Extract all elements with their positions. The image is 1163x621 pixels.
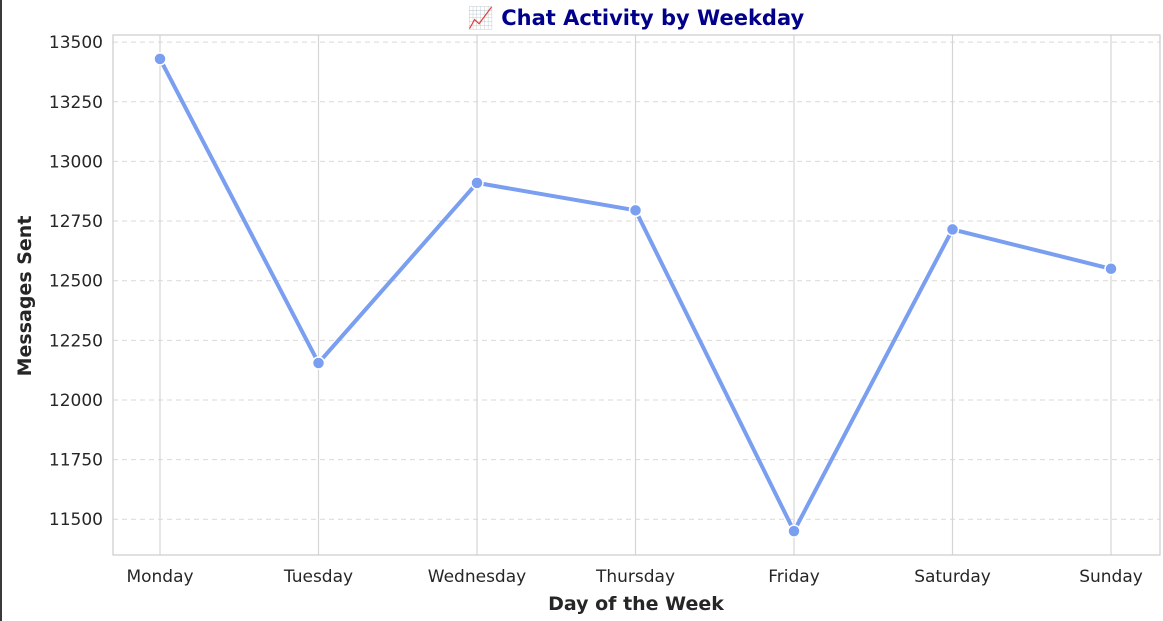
x-tick-label: Thursday — [595, 567, 675, 587]
x-tick-label: Tuesday — [283, 567, 353, 587]
y-tick-label: 12500 — [49, 272, 103, 292]
y-tick-label: 12250 — [49, 331, 103, 351]
y-axis-ticks: 11500 11750 12000 12250 12500 12750 13000 13250… — [49, 33, 103, 530]
x-tick-label: Wednesday — [428, 567, 526, 587]
x-tick-label: Sunday — [1079, 567, 1143, 587]
data-point — [787, 524, 801, 538]
y-tick-label: 11750 — [49, 451, 103, 471]
y-tick-label: 11500 — [49, 510, 103, 530]
y-tick-label: 13500 — [49, 33, 103, 53]
series-markers — [153, 52, 1118, 538]
data-point — [945, 222, 960, 237]
plot-area-border — [112, 34, 1161, 556]
x-axis-ticks: Monday Tuesday Wednesday Thursday Friday Satu… — [126, 567, 1142, 587]
data-point — [470, 176, 484, 190]
y-tick-label: 12000 — [49, 391, 103, 411]
x-tick-label: Friday — [768, 567, 820, 587]
data-point — [153, 52, 167, 66]
y-axis-label: Messages Sent — [14, 216, 36, 377]
y-tick-label: 12750 — [49, 212, 103, 232]
data-point — [1104, 262, 1118, 276]
y-tick-label: 13250 — [49, 93, 103, 113]
x-axis-label: Day of the Week — [548, 593, 724, 615]
grid — [113, 35, 1160, 555]
x-tick-label: Monday — [126, 567, 193, 587]
data-point — [311, 356, 326, 370]
y-tick-label: 13000 — [49, 152, 103, 172]
data-point — [628, 203, 643, 218]
x-tick-label: Saturday — [914, 567, 991, 587]
chart-title: 📈 Chat Activity by Weekday — [468, 5, 805, 30]
